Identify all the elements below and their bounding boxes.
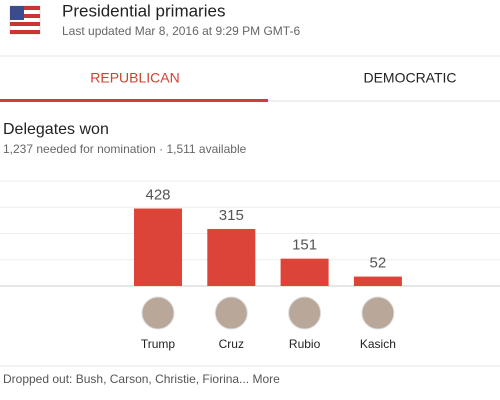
candidate-photo — [141, 296, 175, 330]
candidate-name: Kasich — [360, 337, 396, 351]
dropped-out[interactable]: Dropped out: Bush, Carson, Christie, Fio… — [3, 372, 280, 386]
chart-title: Delegates won — [3, 121, 109, 138]
value-label: 428 — [145, 186, 170, 203]
bar — [134, 208, 182, 286]
candidate-photo — [361, 296, 395, 330]
tab-indicator — [0, 99, 268, 102]
value-label: 52 — [370, 255, 387, 272]
bar — [207, 228, 256, 286]
us-flag — [9, 5, 41, 35]
candidate-photo — [214, 296, 248, 330]
value-label: 151 — [292, 237, 317, 254]
bar — [353, 276, 402, 286]
candidate-photo — [288, 296, 322, 330]
title: Presidential primaries — [62, 1, 225, 20]
tab-republican[interactable]: REPUBLICAN — [90, 70, 179, 86]
candidate-name: Trump — [141, 337, 176, 351]
candidate-name: Rubio — [289, 337, 321, 351]
chart-subtitle: 1,237 needed for nomination · 1,511 avai… — [3, 142, 247, 156]
candidate-name: Cruz — [219, 337, 244, 351]
subtitle: Last updated Mar 8, 2016 at 9:29 PM GMT-… — [62, 24, 300, 38]
bar — [280, 258, 329, 286]
tab-democratic[interactable]: DEMOCRATIC — [363, 70, 456, 86]
value-label: 315 — [219, 207, 244, 224]
